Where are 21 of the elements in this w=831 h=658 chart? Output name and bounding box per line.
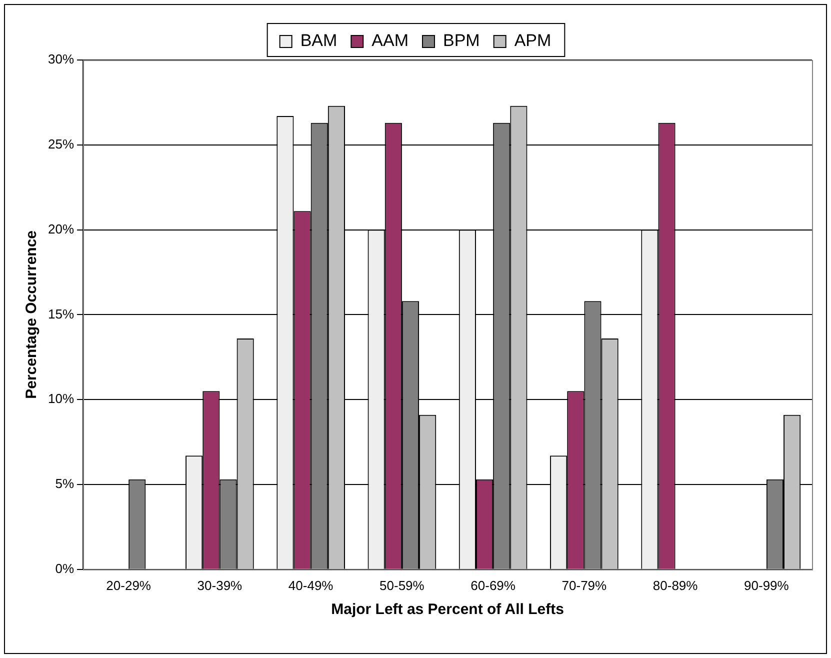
y-tick-label: 5% [55, 476, 74, 492]
y-tick-label: 0% [55, 560, 74, 576]
y-tick-label: 25% [48, 136, 74, 152]
x-tick-label: 90-99% [744, 578, 790, 593]
legend-label: BAM [300, 31, 338, 50]
x-tick-label: 60-69% [470, 578, 516, 593]
x-tick-label: 80-89% [652, 578, 698, 593]
y-tick-label: 20% [48, 221, 74, 236]
y-tick-label: 30% [48, 52, 74, 67]
legend-label: APM [514, 31, 552, 50]
legend-label: BPM [443, 31, 480, 50]
y-tick-label: 15% [48, 306, 74, 322]
x-tick-label: 40-49% [288, 578, 334, 593]
x-axis-title: Major Left as Percent of All Lefts [331, 601, 564, 618]
y-axis-title: Percentage Occurrence [23, 230, 40, 399]
x-tick-label: 30-39% [197, 578, 243, 593]
x-tick-label: 70-79% [562, 578, 608, 593]
x-tick-label: 50-59% [380, 578, 425, 593]
legend-label: AAM [372, 31, 409, 50]
x-tick-label: 20-29% [106, 578, 152, 593]
y-tick-label: 10% [48, 391, 74, 406]
